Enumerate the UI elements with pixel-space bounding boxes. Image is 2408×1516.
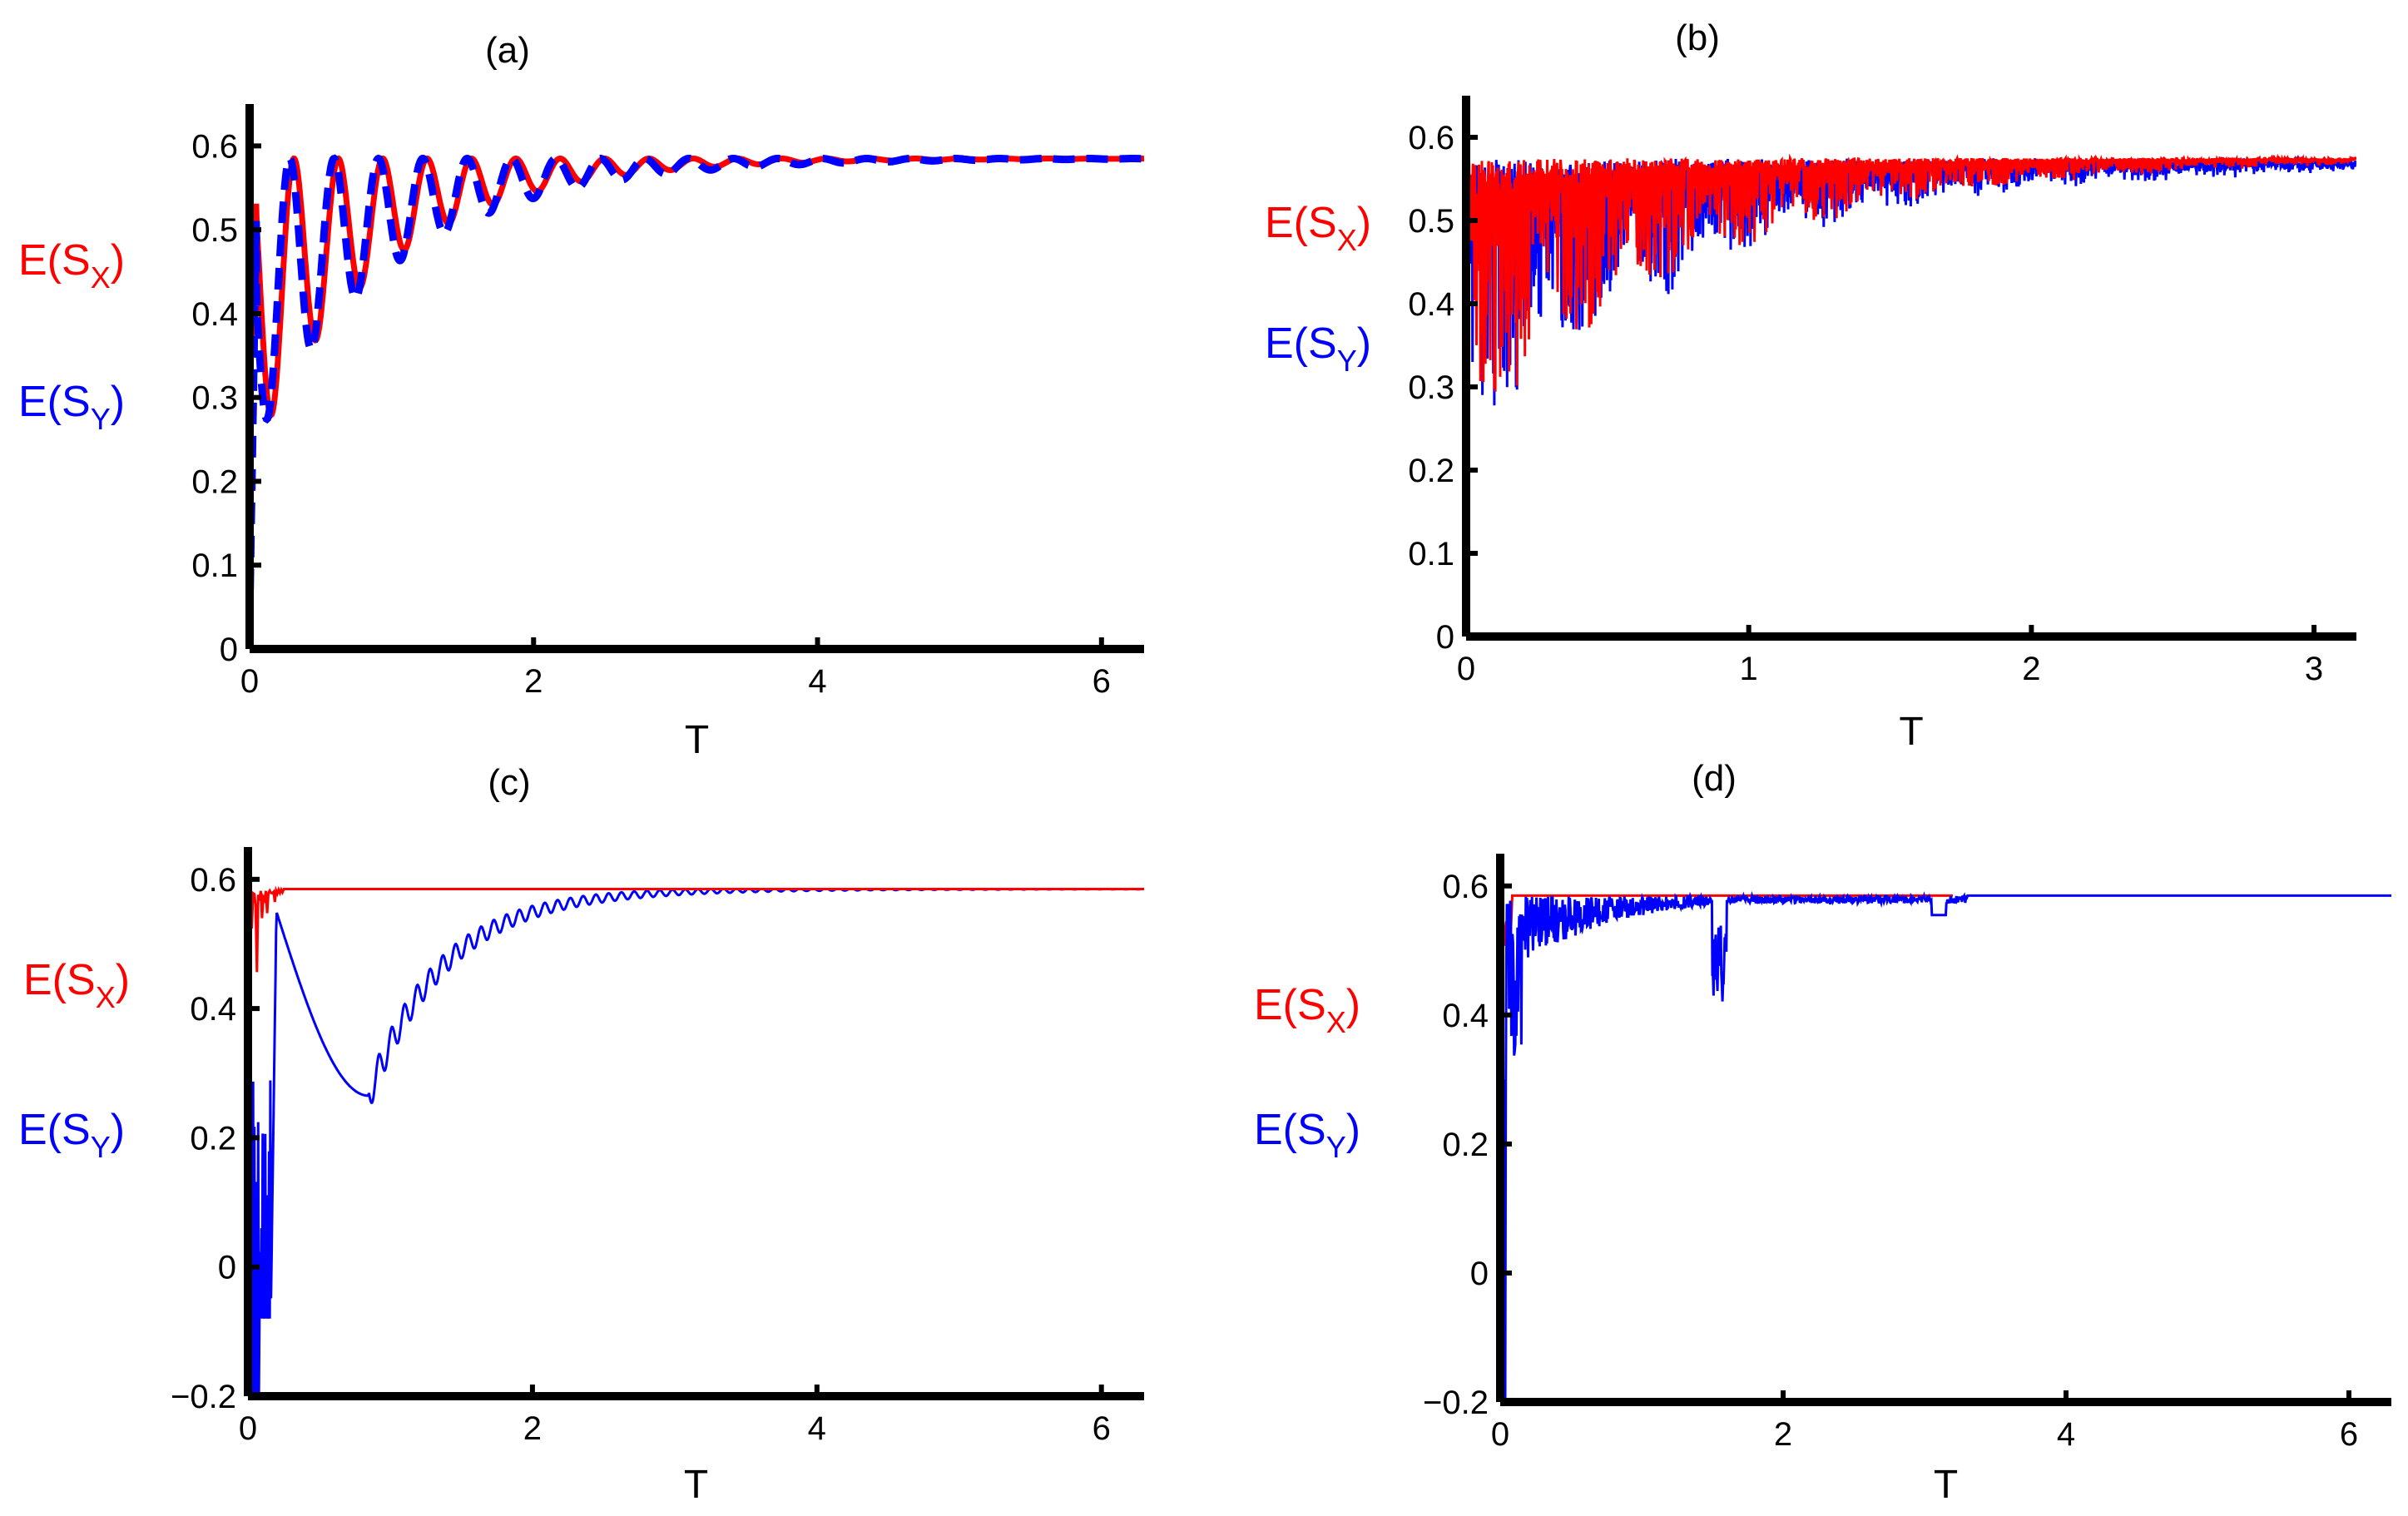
x-axis-label: T xyxy=(1899,710,1923,754)
x-tick-label: 2 xyxy=(1774,1416,1792,1453)
y-tick-label: 0 xyxy=(218,1250,236,1286)
panel-d: (d)0 2 4 6−0.200.20.40.6TE(SX)E(SY) xyxy=(1254,758,2391,1507)
y-tick-label: 0.4 xyxy=(191,296,238,333)
panel-a: (a) 0 2 4 6 0 0.1 0.2 0.3 0.4 0.5 0.6 T E(SX) E(SY) xyxy=(18,30,1144,762)
y-tick-label: 0.5 xyxy=(191,212,238,249)
y-tick-label: 0.6 xyxy=(191,128,238,165)
series-label-y: E(SY) xyxy=(1254,1106,1360,1164)
panel-title: (d) xyxy=(1692,758,1737,799)
series-label-y: E(SY) xyxy=(1265,320,1371,378)
x-axis-label: T xyxy=(684,1463,708,1507)
y-tick-label: 0.4 xyxy=(1442,998,1489,1034)
y-tick-label: 0.6 xyxy=(1442,869,1489,905)
y-tick-label: 0.5 xyxy=(1408,203,1454,240)
y-tick-label: 0.4 xyxy=(1408,286,1454,323)
panel-c: (c)0 2 4 6−0.200.20.40.6TE(SX)E(SY) xyxy=(18,762,1144,1507)
series-line-esx xyxy=(1466,153,2356,392)
panel-title: (b) xyxy=(1675,17,1720,58)
y-tick-label: 0.2 xyxy=(191,463,238,500)
x-tick-label: 6 xyxy=(1093,663,1111,700)
series-line-esy xyxy=(248,887,1144,1396)
y-tick-label: 0.6 xyxy=(1408,120,1454,156)
x-tick-label: 6 xyxy=(2340,1416,2358,1453)
x-tick-label: 1 xyxy=(1740,651,1758,687)
series-label-y: E(SY) xyxy=(18,1106,125,1164)
series-label-y: E(SY) xyxy=(18,378,125,436)
y-tick-label: 0.1 xyxy=(191,547,238,584)
panel-b: (b) 0 1 2 3 0 0.1 0.2 0.3 0.4 0.5 0.6 T E(SX) E(SY) xyxy=(1265,17,2356,754)
x-tick-label: 0 xyxy=(1491,1416,1509,1453)
y-tick-label: 0.3 xyxy=(191,380,238,417)
y-tick-label: 0.2 xyxy=(1408,453,1454,489)
x-axis-label: T xyxy=(685,718,709,762)
x-tick-label: 2 xyxy=(524,663,543,700)
x-tick-label: 2 xyxy=(523,1410,542,1447)
series-label-x: E(SX) xyxy=(23,956,130,1014)
series-label-x: E(SX) xyxy=(1254,981,1360,1039)
x-tick-label: 0 xyxy=(1457,651,1475,687)
y-tick-label: 0.1 xyxy=(1408,536,1454,572)
panel-title: (a) xyxy=(485,30,530,71)
y-tick-label: 0.2 xyxy=(190,1120,236,1157)
y-tick-label: 0 xyxy=(1436,619,1454,656)
x-tick-label: 6 xyxy=(1093,1410,1111,1447)
series-line-esy xyxy=(250,154,1144,624)
y-tick-label: 0.3 xyxy=(1408,369,1454,406)
series-line-esy xyxy=(1500,890,2391,1402)
x-tick-label: 4 xyxy=(808,663,826,700)
y-tick-label: 0 xyxy=(1470,1256,1489,1292)
x-tick-label: 0 xyxy=(240,663,259,700)
x-tick-label: 4 xyxy=(808,1410,826,1447)
x-tick-label: 0 xyxy=(239,1410,257,1447)
x-tick-label: 3 xyxy=(2305,651,2323,687)
x-axis-label: T xyxy=(1934,1463,1958,1507)
series-line-esx xyxy=(248,885,1144,973)
y-tick-label: 0 xyxy=(220,632,238,668)
y-tick-label: 0.4 xyxy=(190,991,236,1028)
y-tick-label: −0.2 xyxy=(171,1379,236,1415)
y-tick-label: 0.2 xyxy=(1442,1127,1489,1163)
y-tick-label: −0.2 xyxy=(1423,1385,1489,1421)
series-label-x: E(SX) xyxy=(1265,199,1371,257)
x-tick-label: 4 xyxy=(2057,1416,2075,1453)
y-tick-label: 0.6 xyxy=(190,862,236,899)
x-tick-label: 2 xyxy=(2022,651,2040,687)
series-label-x: E(SX) xyxy=(18,236,125,295)
panel-title: (c) xyxy=(488,762,530,803)
